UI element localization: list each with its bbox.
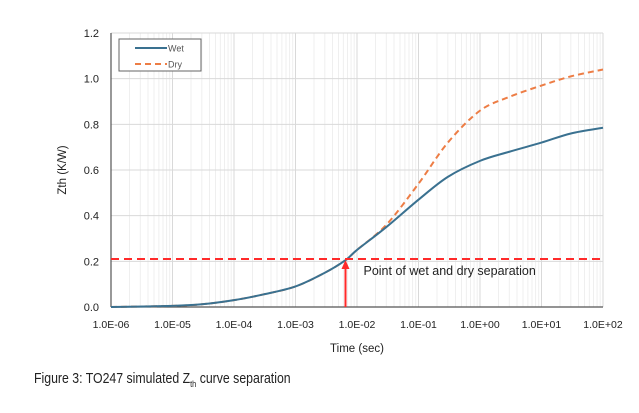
legend-box: [118, 38, 202, 72]
x-tick-label: 1.0E-05: [154, 319, 191, 331]
y-tick-label: 0.2: [84, 256, 99, 268]
x-tick-label: 1.0E+00: [460, 319, 500, 331]
legend-label-wet: Wet: [168, 44, 184, 54]
y-tick-label: 1.0: [84, 74, 99, 86]
y-tick-label: 1.2: [84, 28, 99, 40]
legend-label-dry: Dry: [168, 60, 182, 70]
series-line-wet: [110, 126, 604, 308]
x-tick-label: 1.0E-04: [216, 319, 253, 331]
y-tick-label: 0.0: [84, 302, 99, 314]
caption-suffix: curve separation: [196, 370, 291, 387]
x-tick-label: 1.0E-01: [400, 319, 437, 331]
caption-prefix: Figure 3: TO247 simulated Z: [34, 370, 191, 387]
caption-subscript: th: [190, 379, 197, 389]
x-tick-label: 1.0E-03: [277, 319, 314, 331]
x-axis-label: Time (sec): [330, 343, 384, 355]
y-axis-label: Zth (K/W): [57, 145, 69, 194]
x-tick-label: 1.0E-02: [339, 319, 376, 331]
y-tick-label: 0.4: [84, 211, 99, 223]
y-tick-label: 0.8: [84, 119, 99, 131]
x-tick-label: 1.0E+02: [583, 319, 623, 331]
separation-arrow-head: [341, 260, 350, 270]
x-tick-label: 1.0E+01: [522, 319, 562, 331]
x-tick-label: 1.0E-06: [93, 319, 130, 331]
y-tick-label: 0.6: [84, 165, 99, 177]
separation-label: Point of wet and dry separation: [363, 264, 535, 278]
figure-caption: Figure 3: TO247 simulated Zth curve sepa…: [34, 370, 291, 389]
